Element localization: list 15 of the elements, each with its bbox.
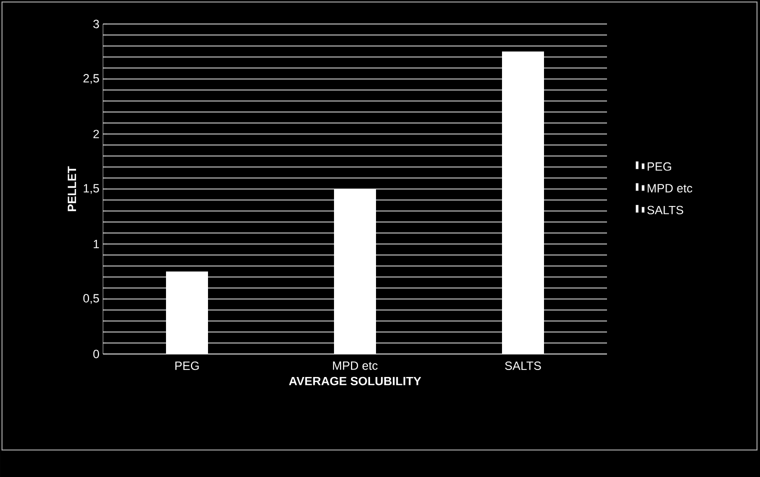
- y-tick-label: 3: [93, 20, 99, 28]
- y-tick-label: 1,5: [84, 184, 99, 194]
- y-tick-label: 0,5: [83, 294, 99, 304]
- x-tick-label: MPD etc: [333, 362, 378, 370]
- x-axis-title: AVERAGE SOLUBILITY: [288, 376, 422, 386]
- y-tick-label: 2: [93, 130, 99, 138]
- x-tick-label: SALTS: [505, 362, 541, 370]
- x-tick-label: PEG: [175, 362, 199, 370]
- legend-label: MPD etc: [648, 184, 692, 192]
- y-tick-label: 2,5: [83, 74, 99, 84]
- y-tick-label: 1: [94, 240, 99, 248]
- legend-label: PEG: [648, 162, 672, 171]
- y-axis-title: PELLET: [68, 166, 76, 212]
- legend-label: SALTS: [647, 206, 684, 214]
- y-tick-label: 0: [93, 350, 100, 358]
